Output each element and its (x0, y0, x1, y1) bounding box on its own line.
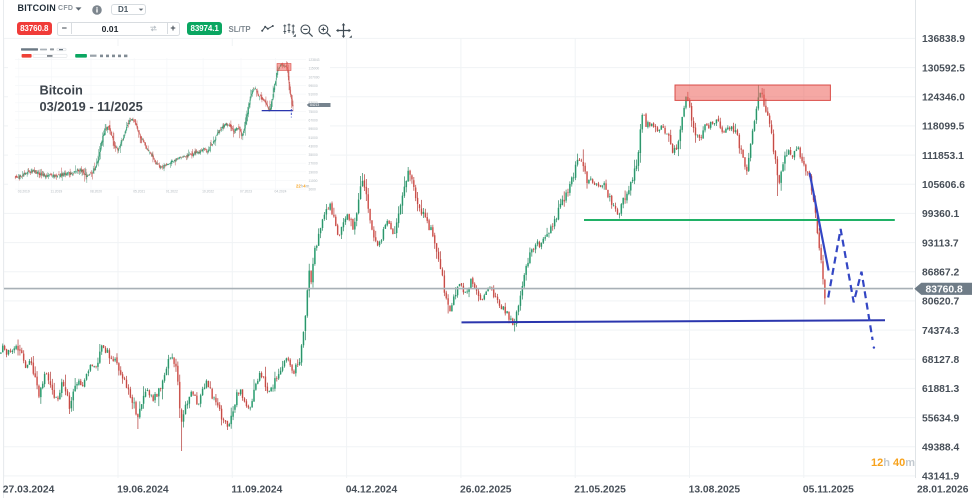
svg-text:05.2021: 05.2021 (133, 190, 145, 194)
svg-text:136838.9: 136838.9 (922, 34, 965, 45)
svg-text:03/2019 - 11/2025: 03/2019 - 11/2025 (40, 99, 143, 114)
svg-text:115000: 115000 (309, 67, 320, 71)
svg-text:118099.5: 118099.5 (922, 122, 965, 133)
svg-text:04.2024: 04.2024 (275, 190, 287, 194)
svg-text:107000: 107000 (309, 75, 320, 79)
svg-text:19.06.2024: 19.06.2024 (117, 485, 169, 496)
svg-text:12h 40m: 12h 40m (871, 457, 915, 469)
svg-text:83000: 83000 (309, 101, 318, 105)
svg-text:130592.5: 130592.5 (922, 63, 965, 74)
svg-text:35000: 35000 (309, 153, 318, 157)
svg-text:07.2023: 07.2023 (240, 190, 252, 194)
svg-text:05.11.2025: 05.11.2025 (803, 485, 854, 496)
svg-text:59000: 59000 (309, 127, 318, 131)
svg-text:27000: 27000 (309, 162, 318, 166)
svg-text:19000: 19000 (309, 170, 318, 174)
svg-text:83760.8: 83760.8 (926, 285, 963, 296)
svg-text:67000: 67000 (309, 119, 318, 123)
svg-text:123843: 123843 (309, 58, 320, 62)
svg-text:43000: 43000 (309, 144, 318, 148)
svg-text:13.08.2025: 13.08.2025 (689, 485, 741, 496)
svg-text:124346.0: 124346.0 (922, 92, 965, 103)
svg-text:28.01.2026: 28.01.2026 (917, 485, 969, 496)
svg-text:03.2019: 03.2019 (18, 190, 30, 194)
svg-text:99360.1: 99360.1 (922, 209, 959, 220)
svg-text:Bitcoin: Bitcoin (40, 83, 84, 98)
svg-text:26.02.2025: 26.02.2025 (460, 485, 512, 496)
svg-text:3000: 3000 (309, 188, 317, 192)
svg-text:80620.7: 80620.7 (922, 297, 959, 308)
svg-text:75000: 75000 (309, 110, 318, 114)
svg-text:11000: 11000 (309, 179, 318, 183)
svg-text:21.05.2025: 21.05.2025 (574, 485, 626, 496)
svg-text:111853.1: 111853.1 (922, 151, 964, 162)
svg-text:10.2022: 10.2022 (202, 190, 214, 194)
svg-text:22h4m: 22h4m (296, 184, 310, 189)
svg-text:61881.3: 61881.3 (922, 384, 959, 395)
svg-text:04.12.2024: 04.12.2024 (346, 485, 398, 496)
svg-text:68127.8: 68127.8 (922, 355, 959, 366)
svg-text:86867.2: 86867.2 (922, 268, 959, 279)
svg-text:11.09.2024: 11.09.2024 (231, 485, 282, 496)
svg-text:43141.9: 43141.9 (922, 472, 959, 483)
svg-text:11.2019: 11.2019 (51, 190, 63, 194)
svg-text:105606.6: 105606.6 (922, 180, 965, 191)
svg-text:91000: 91000 (309, 93, 318, 97)
svg-text:55634.9: 55634.9 (922, 413, 959, 424)
svg-text:93113.7: 93113.7 (922, 238, 959, 249)
svg-text:99000: 99000 (309, 84, 318, 88)
svg-text:08.2020: 08.2020 (90, 190, 102, 194)
svg-text:74374.3: 74374.3 (922, 326, 959, 337)
svg-text:49388.4: 49388.4 (922, 443, 959, 454)
svg-text:84213: 84213 (310, 103, 319, 107)
svg-text:27.03.2024: 27.03.2024 (3, 485, 55, 496)
svg-text:51000: 51000 (309, 136, 318, 140)
svg-text:01.2022: 01.2022 (166, 190, 178, 194)
